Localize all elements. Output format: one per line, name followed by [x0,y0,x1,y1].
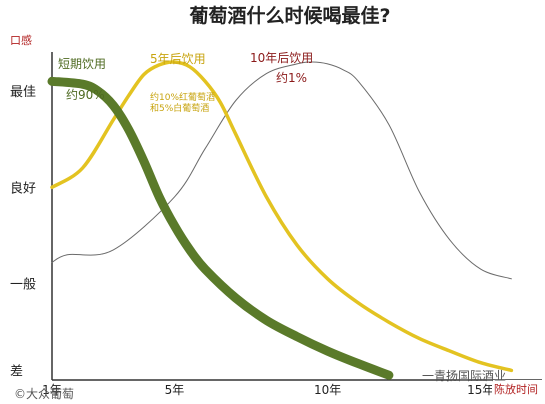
x-tick-label: 10年 [314,383,341,397]
series-note-label: 和5%白葡萄酒 [150,102,209,114]
series-note-label: 约10%红葡萄酒 [150,91,215,103]
y-axis-title: 口感 [10,34,32,47]
x-tick-label: 1年 [42,383,62,397]
watermark-left: ©大众葡萄 [14,387,74,401]
x-axis-title: 陈放时间 [494,382,538,396]
y-tick-label: 最佳 [10,85,36,100]
series-lines [47,60,514,380]
series-note-label: 约90% [66,87,105,102]
series-note-label: 约1% [276,70,307,85]
watermark-right: 一青扬国际酒业 [422,368,506,383]
y-tick-label: 一般 [10,277,36,293]
chart-title: 葡萄酒什么时候喝最佳? [189,4,390,27]
y-tick-label: 良好 [10,180,36,196]
x-tick-label: 5年 [165,383,185,397]
x-tick-labels: 1年 5年 10年 15年 [42,383,494,397]
series-line [51,61,512,280]
x-axis-title-bg [492,380,544,397]
series-line [50,60,514,373]
series-name-label: 5年后饮用 [150,52,206,66]
y-tick-label: 差 [10,364,23,379]
series-line [47,76,394,380]
series-name-label: 10年后饮用 [250,51,313,65]
axes [51,52,542,381]
x-tick-label: 15年 [467,383,494,397]
series-name-label: 短期饮用 [58,57,106,71]
